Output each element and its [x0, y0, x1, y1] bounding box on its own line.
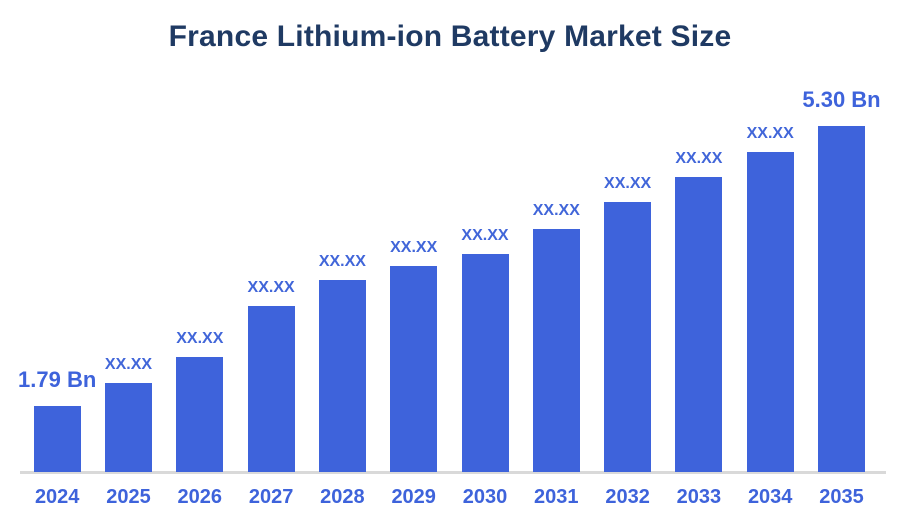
value-label-2032: XX.XX — [604, 175, 652, 192]
bar-2030 — [461, 254, 509, 472]
value-label-2033: XX.XX — [675, 150, 723, 167]
bar-2025 — [105, 383, 152, 472]
value-label-2025: XX.XX — [104, 356, 153, 373]
value-label-2029: XX.XX — [390, 239, 438, 256]
value-label-2035: 5.30 Bn — [802, 87, 881, 112]
bar-2031 — [532, 229, 580, 472]
year-label-2031: 2031 — [534, 486, 579, 508]
bar-2033 — [675, 177, 723, 472]
year-label-2035: 2035 — [819, 486, 864, 508]
bar-2029 — [390, 266, 438, 472]
year-label-2026: 2026 — [177, 486, 223, 508]
value-label-2027: XX.XX — [247, 279, 295, 296]
year-label-2024: 2024 — [34, 486, 80, 508]
year-label-2033: 2033 — [676, 486, 722, 508]
value-label-2030: XX.XX — [461, 227, 509, 244]
bar-2035 — [818, 126, 865, 472]
bar-2026 — [176, 357, 224, 472]
year-label-2029: 2029 — [391, 486, 436, 508]
bar-2024 — [33, 406, 81, 472]
value-label-2028: XX.XX — [318, 253, 366, 270]
x-axis-line — [20, 471, 886, 474]
bar-2027 — [247, 306, 295, 472]
year-label-2032: 2032 — [605, 486, 650, 508]
bar-2032 — [604, 202, 652, 472]
value-label-2031: XX.XX — [532, 202, 580, 219]
year-label-2027: 2027 — [248, 486, 294, 508]
value-label-2034: XX.XX — [746, 125, 794, 142]
year-label-2028: 2028 — [320, 486, 365, 508]
bar-2028 — [318, 280, 366, 472]
year-label-2025: 2025 — [106, 486, 151, 508]
year-label-2034: 2034 — [747, 486, 793, 508]
chart-title: France Lithium-ion Battery Market Size — [168, 20, 732, 53]
value-label-2024: 1.79 Bn — [18, 367, 97, 392]
bar-2034 — [746, 152, 794, 472]
value-label-2026: XX.XX — [176, 330, 224, 347]
year-label-2030: 2030 — [462, 486, 508, 508]
